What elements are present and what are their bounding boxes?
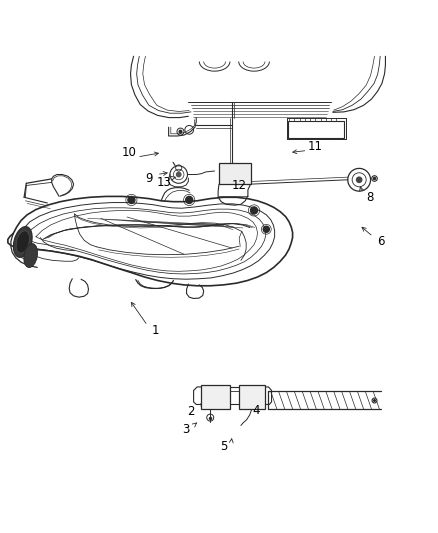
Ellipse shape — [16, 231, 29, 253]
Text: 11: 11 — [308, 140, 323, 152]
Text: 13: 13 — [157, 176, 172, 189]
Circle shape — [128, 197, 135, 204]
Circle shape — [251, 207, 258, 214]
Text: 1: 1 — [152, 324, 159, 336]
Text: 8: 8 — [367, 191, 374, 204]
Bar — [239, 385, 265, 409]
Text: 10: 10 — [122, 146, 137, 159]
Text: 12: 12 — [231, 179, 246, 191]
Circle shape — [177, 172, 181, 177]
Text: 6: 6 — [377, 235, 385, 248]
Text: 4: 4 — [252, 403, 260, 417]
Ellipse shape — [24, 244, 38, 268]
Ellipse shape — [14, 227, 32, 257]
Circle shape — [186, 197, 193, 204]
Circle shape — [263, 226, 269, 232]
Circle shape — [357, 177, 362, 182]
Text: 5: 5 — [220, 440, 227, 454]
Text: 9: 9 — [145, 172, 153, 185]
Bar — [288, 120, 344, 138]
Bar — [201, 385, 230, 409]
Circle shape — [179, 130, 182, 133]
Text: 2: 2 — [187, 406, 194, 418]
Text: 3: 3 — [183, 423, 190, 436]
FancyBboxPatch shape — [219, 163, 251, 184]
